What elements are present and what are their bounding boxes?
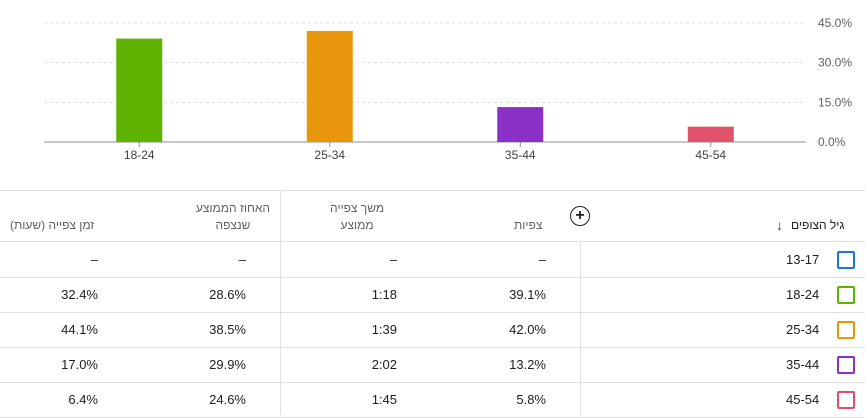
age-bar-chart: 0.0% 15.0% 30.0% 45.0% 18-24 25-34 35-44 45-54: [44, 16, 852, 162]
x-tick-label: 18-24: [124, 148, 155, 162]
series-checkbox[interactable]: [837, 251, 855, 269]
y-tick-label: 0.0%: [818, 135, 846, 149]
cell-avg-duration: 1:45: [371, 392, 397, 407]
bar-18-24[interactable]: [116, 38, 163, 143]
series-checkbox[interactable]: [837, 321, 855, 339]
arrow-down-icon[interactable]: ↓: [776, 217, 783, 233]
x-tick-label: 25-34: [314, 148, 345, 162]
series-checkbox[interactable]: [837, 391, 855, 409]
y-tick-label: 15.0%: [818, 95, 852, 109]
cell-avg-percent: 24.6%: [209, 392, 246, 407]
cell-age: 45-54: [786, 392, 820, 407]
cell-watch-time: 44.1%: [61, 322, 98, 337]
table-row[interactable]: 44.1% 38.5% 1:39 42.0% 25-34: [0, 312, 865, 347]
cell-watch-time: 6.4%: [68, 392, 98, 407]
table-row[interactable]: 32.4% 28.6% 1:18 39.1% 18-24: [0, 277, 865, 312]
cell-views: 42.0%: [509, 322, 546, 337]
table-header: זמן צפייה (שעות) האחוז הממוצע שנצפה משך …: [0, 190, 865, 242]
bar-35-44[interactable]: [497, 107, 544, 142]
table-row[interactable]: 17.0% 29.9% 2:02 13.2% 35-44: [0, 347, 865, 382]
cell-watch-time: 32.4%: [61, 287, 98, 302]
cell-age: 25-34: [786, 322, 820, 337]
cell-avg-percent: –: [238, 252, 246, 267]
y-tick-label: 30.0%: [818, 56, 852, 70]
cell-avg-percent: 38.5%: [209, 322, 246, 337]
table-row[interactable]: 6.4% 24.6% 1:45 5.8% 45-54: [0, 382, 865, 417]
header-avg-percent[interactable]: האחוז הממוצע שנצפה: [195, 201, 270, 232]
cell-avg-percent: 28.6%: [209, 287, 246, 302]
cell-views: 39.1%: [509, 287, 546, 302]
cell-avg-duration: 1:39: [371, 322, 397, 337]
cell-age: 18-24: [786, 287, 820, 302]
series-checkbox[interactable]: [837, 356, 855, 374]
cell-avg-duration: –: [389, 252, 397, 267]
y-tick-label: 45.0%: [818, 16, 852, 30]
plus-circle-icon[interactable]: +: [570, 206, 590, 226]
bar-25-34[interactable]: [306, 30, 353, 142]
cell-views: 13.2%: [509, 357, 546, 372]
series-checkbox[interactable]: [837, 286, 855, 304]
header-views[interactable]: צפיות: [514, 218, 543, 232]
cell-age: 13-17: [786, 252, 820, 267]
cell-views: 5.8%: [516, 392, 546, 407]
x-tick-label: 45-54: [695, 148, 726, 162]
cell-avg-duration: 2:02: [371, 357, 397, 372]
table-row[interactable]: – – – – 13-17: [0, 242, 865, 277]
header-watch-time[interactable]: זמן צפייה (שעות): [10, 218, 95, 232]
cell-avg-duration: 1:18: [371, 287, 397, 302]
bar-45-54[interactable]: [687, 126, 734, 142]
cell-age: 35-44: [786, 357, 820, 372]
header-avg-duration[interactable]: משך צפייה ממוצע: [330, 201, 385, 232]
cell-avg-percent: 29.9%: [209, 357, 246, 372]
cell-views: –: [538, 252, 546, 267]
cell-watch-time: –: [90, 252, 98, 267]
x-tick-label: 35-44: [505, 148, 536, 162]
cell-watch-time: 17.0%: [61, 357, 98, 372]
header-age[interactable]: ↓ גיל הצופים: [776, 217, 845, 233]
